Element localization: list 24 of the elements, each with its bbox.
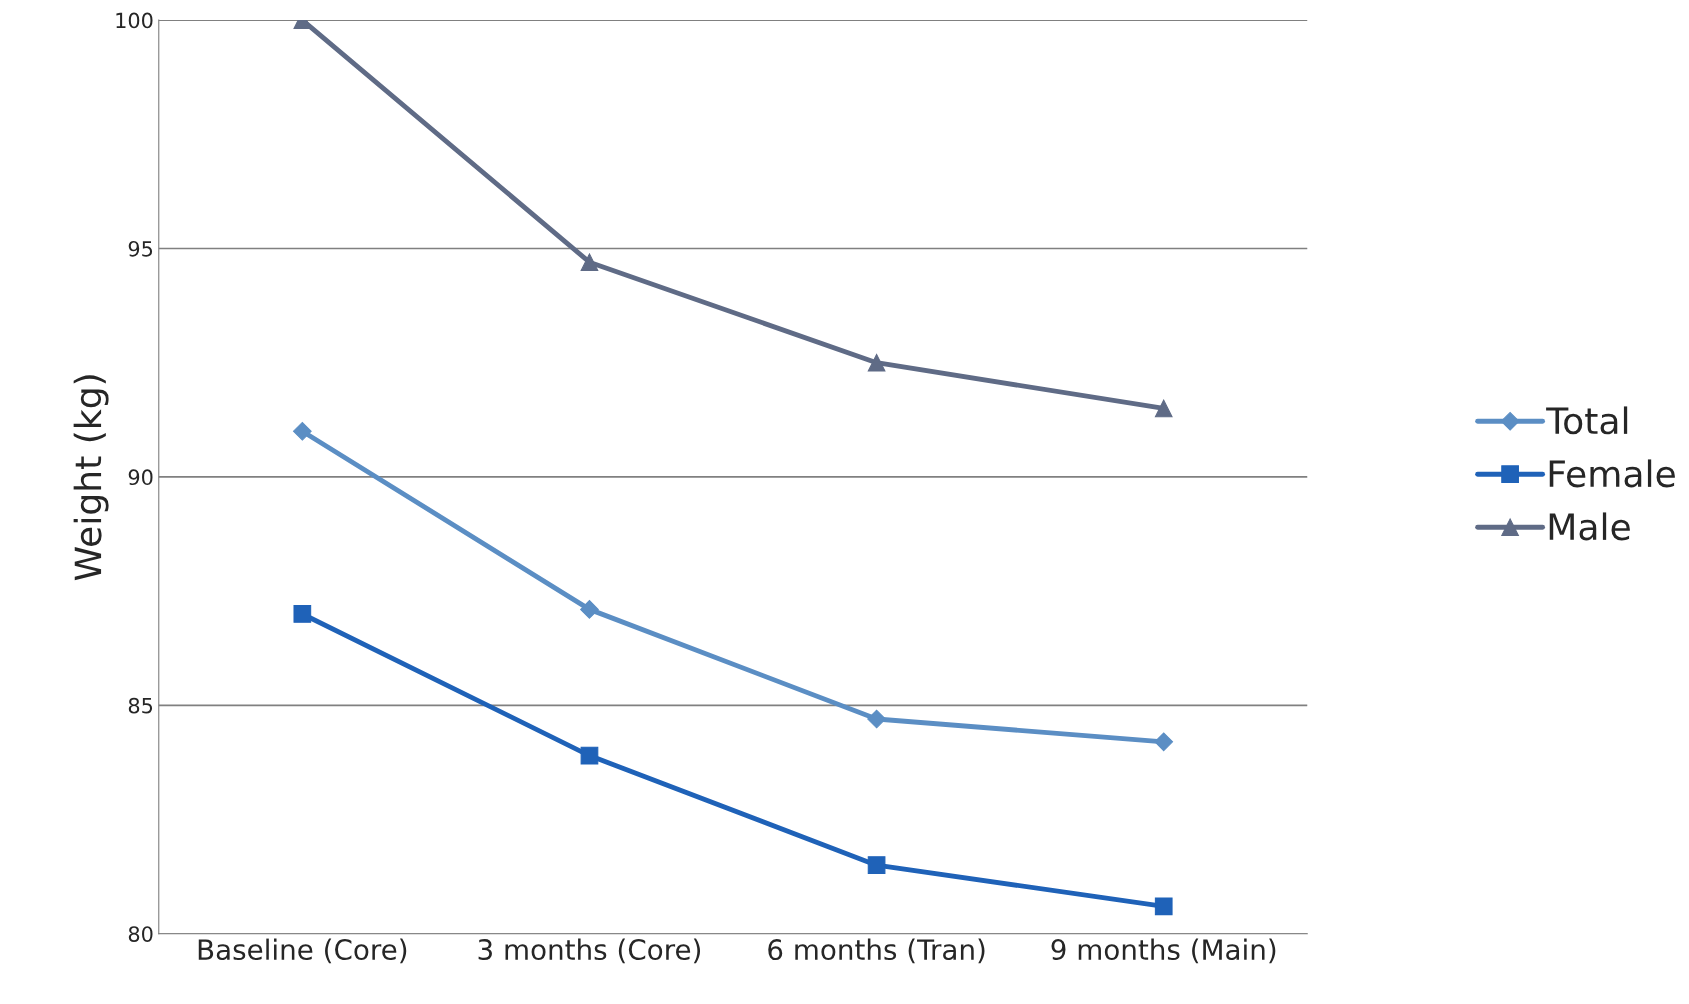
point xyxy=(1154,732,1174,752)
y-tick-label: 95 xyxy=(128,240,153,257)
x-tick-label: 3 months (Core) xyxy=(478,938,701,964)
point xyxy=(1154,897,1173,916)
legend-label: Male xyxy=(1549,512,1630,541)
x-tick-label: Baseline (Core) xyxy=(198,938,407,964)
point xyxy=(292,421,312,441)
point xyxy=(580,253,599,272)
y-tick-label: 85 xyxy=(128,697,153,714)
y-tick-label: 90 xyxy=(128,469,153,486)
y-tick-label: 80 xyxy=(128,926,153,942)
point xyxy=(580,746,599,765)
x-tick-label: 6 months (Tran) xyxy=(768,938,985,964)
point xyxy=(580,600,599,619)
point xyxy=(867,856,886,875)
legend-label: Female xyxy=(1549,459,1675,488)
legend-label: Total xyxy=(1546,406,1628,435)
point xyxy=(867,709,886,729)
point xyxy=(293,605,312,623)
y-axis-title: Weight (kg) xyxy=(73,375,109,581)
point xyxy=(1154,399,1173,418)
y-tick-label: 100 xyxy=(116,12,153,29)
x-tick-label: 9 months (Main) xyxy=(1051,938,1276,964)
point xyxy=(867,353,886,372)
